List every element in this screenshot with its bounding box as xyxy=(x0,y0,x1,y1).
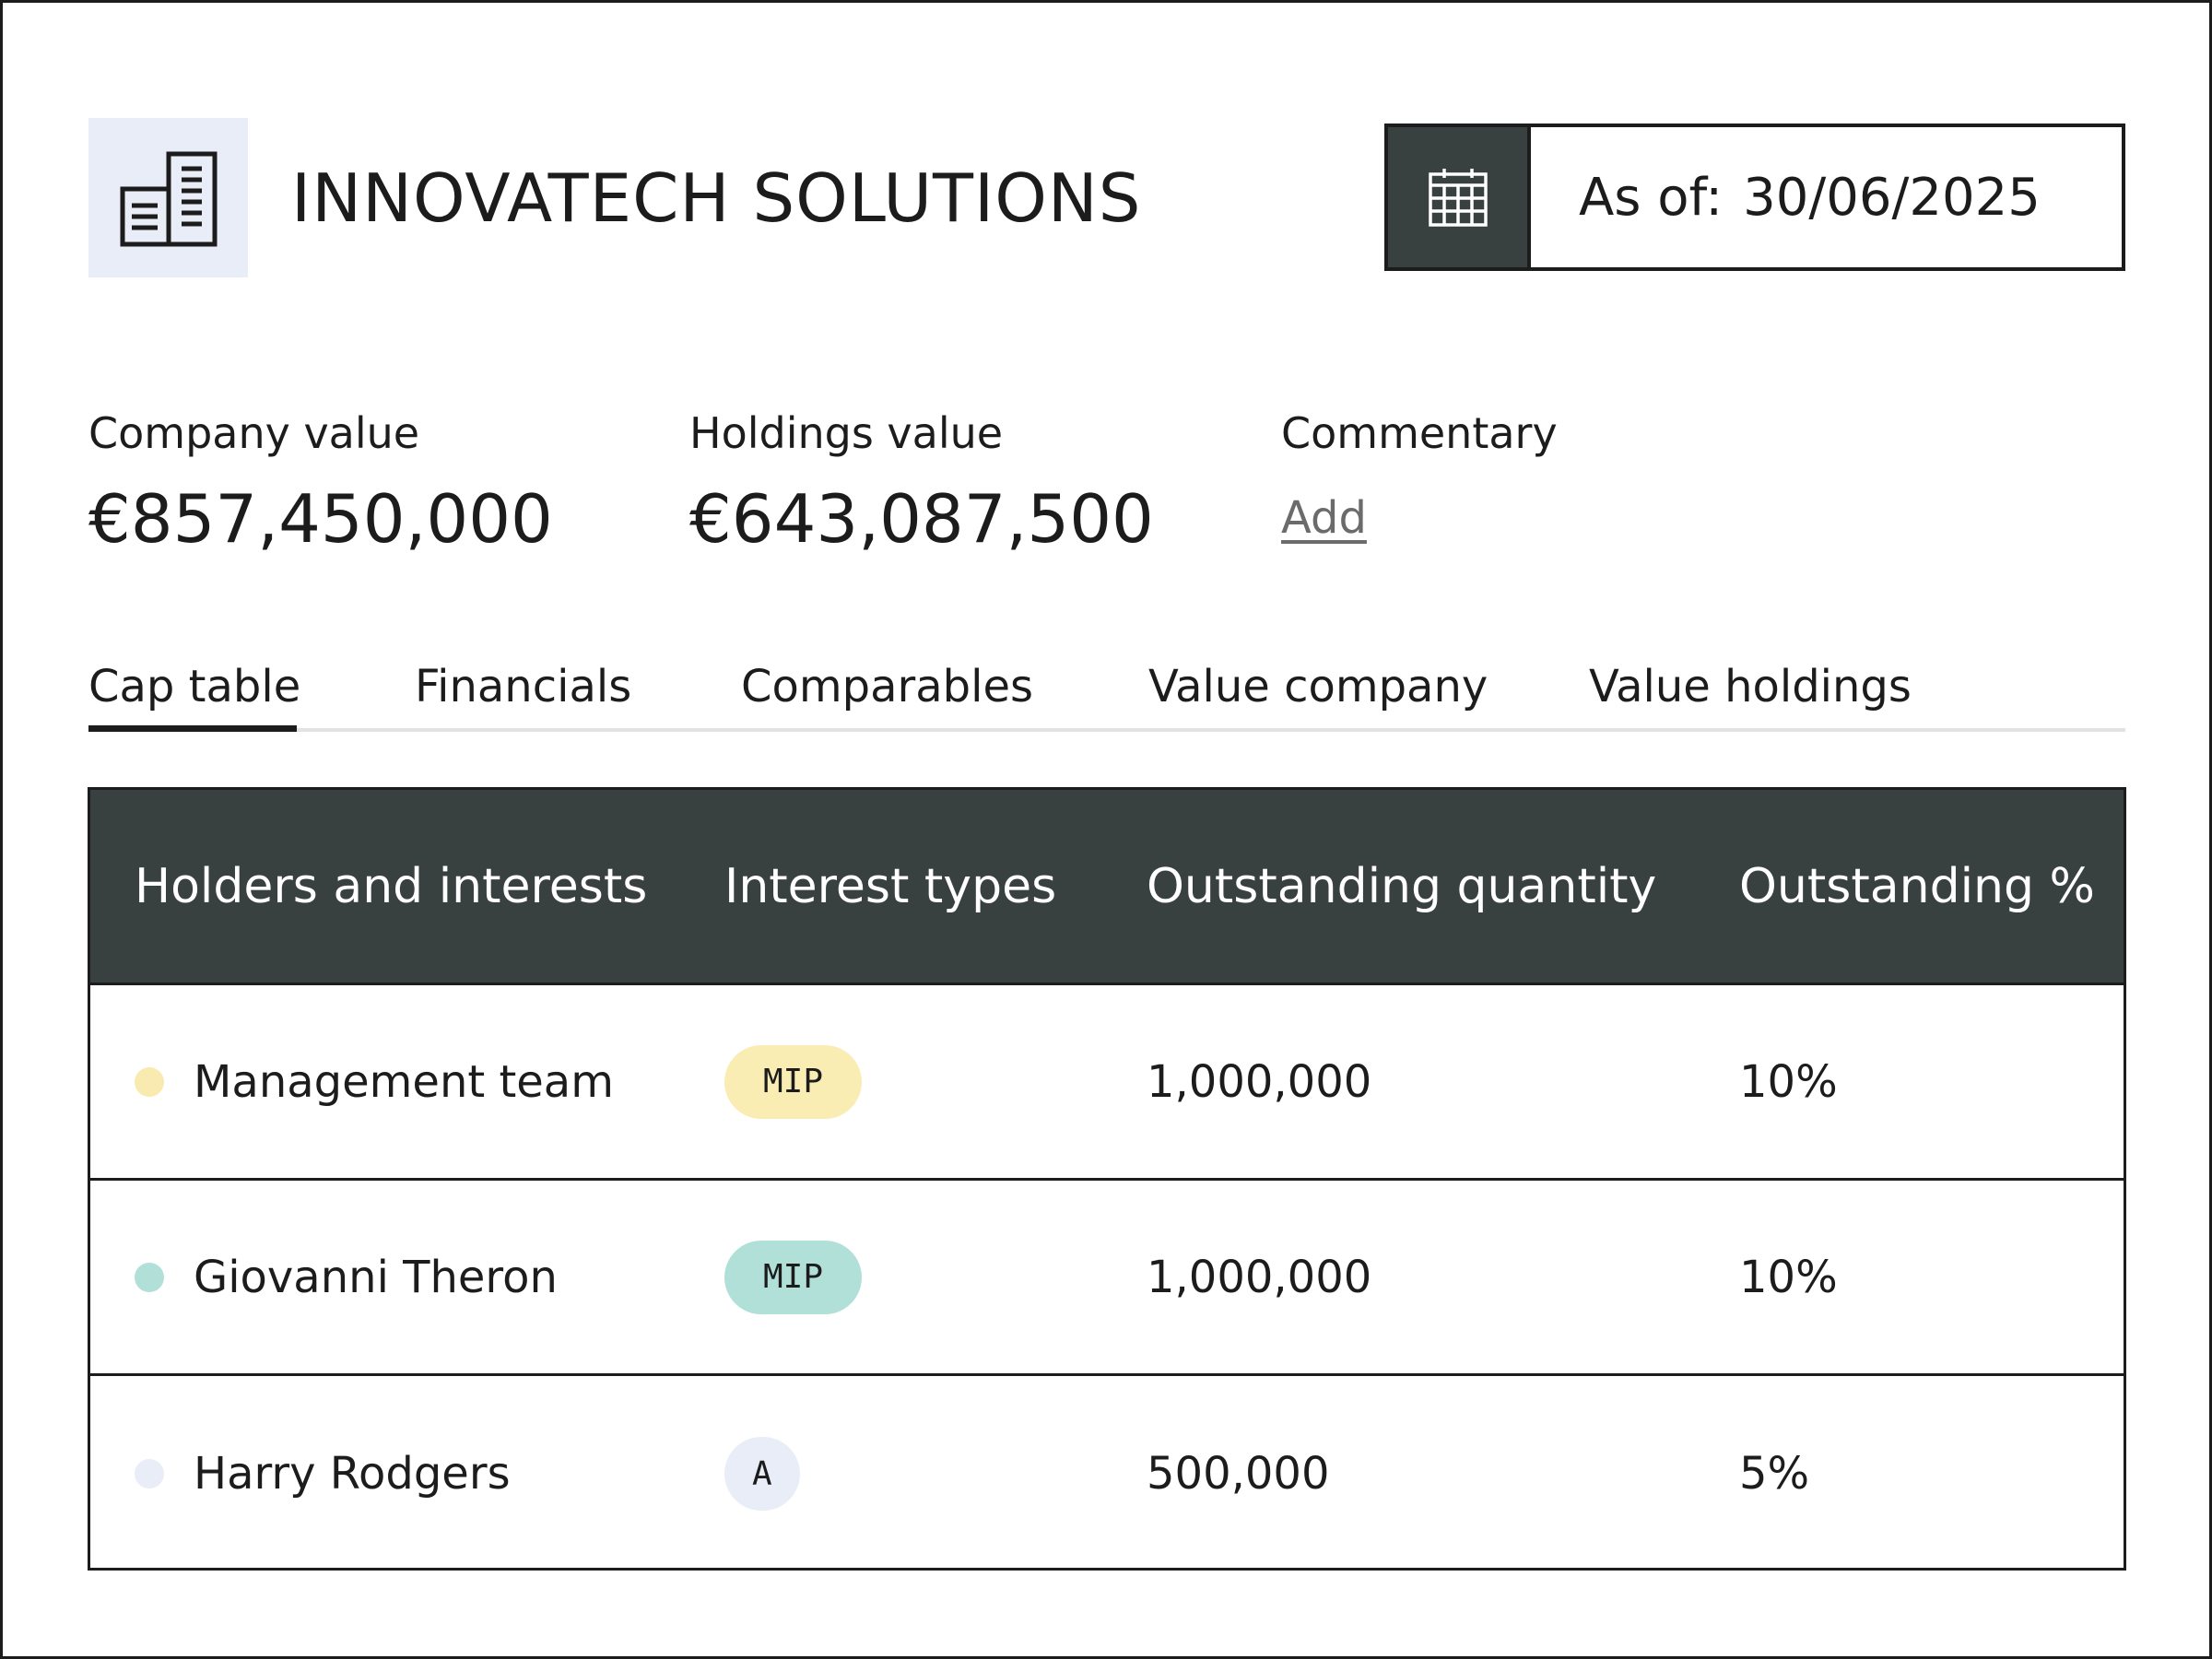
table-header: Holders and interests Interest types Out… xyxy=(90,790,2124,985)
date-display[interactable]: As of: 30/06/2025 xyxy=(1531,127,2122,267)
building-icon xyxy=(120,151,217,246)
add-commentary-link[interactable]: Add xyxy=(1281,492,1367,544)
holdings-value-stat: Holdings value €643,087,500 xyxy=(689,404,1154,570)
commentary-label: Commentary xyxy=(1281,408,1558,458)
tab-financials[interactable]: Financials xyxy=(415,661,632,712)
interest-type-badge: MIP xyxy=(724,1240,863,1314)
calendar-button[interactable] xyxy=(1388,127,1531,267)
holder-color-dot xyxy=(135,1066,164,1097)
company-name: INNOVATECH SOLUTIONS xyxy=(291,159,1142,237)
interest-type-cell: MIP xyxy=(724,1044,1147,1119)
quantity-cell: 1,000,000 xyxy=(1147,1055,1372,1108)
calendar-icon xyxy=(1428,169,1488,227)
holder-name: Harry Rodgers xyxy=(194,1448,511,1500)
holdings-value: €643,087,500 xyxy=(689,480,1154,558)
holder-name: Giovanni Theron xyxy=(194,1251,558,1303)
interest-type-cell: MIP xyxy=(724,1240,1147,1314)
header-outstanding-percent[interactable]: Outstanding % xyxy=(1739,858,2095,914)
tab-comparables[interactable]: Comparables xyxy=(741,661,1034,712)
header-holders[interactable]: Holders and interests xyxy=(135,858,648,914)
company-value-label: Company value xyxy=(88,408,420,458)
header-outstanding-quantity[interactable]: Outstanding quantity xyxy=(1147,858,1657,914)
company-value-stat: Company value €857,450,000 xyxy=(88,404,553,570)
table-row[interactable]: Management team MIP 1,000,000 10% xyxy=(90,985,2124,1181)
holder-color-dot xyxy=(135,1459,164,1488)
as-of-date-picker[interactable]: As of: 30/06/2025 xyxy=(1384,124,2125,271)
percent-cell: 10% xyxy=(1739,1251,1838,1303)
percent-cell: 10% xyxy=(1739,1055,1838,1108)
holder-cell: Giovanni Theron xyxy=(90,1252,724,1303)
date-prefix: As of: xyxy=(1579,167,1724,228)
tab-bar: Cap table Financials Comparables Value c… xyxy=(88,645,2125,732)
interest-type-cell: A xyxy=(724,1437,1147,1511)
company-value: €857,450,000 xyxy=(88,480,553,558)
commentary-stat: Commentary Add xyxy=(1281,404,1558,547)
company-logo xyxy=(88,118,248,277)
table-row[interactable]: Harry Rodgers A 500,000 5% xyxy=(90,1376,2124,1571)
holdings-value-label: Holdings value xyxy=(689,408,1004,458)
tab-value-holdings[interactable]: Value holdings xyxy=(1589,661,1912,712)
holder-name: Management team xyxy=(194,1055,614,1108)
holder-cell: Harry Rodgers xyxy=(90,1448,724,1500)
cap-table: Holders and interests Interest types Out… xyxy=(88,787,2126,1571)
date-value: 30/06/2025 xyxy=(1743,167,2041,228)
table-row[interactable]: Giovanni Theron MIP 1,000,000 10% xyxy=(90,1181,2124,1376)
quantity-cell: 1,000,000 xyxy=(1147,1251,1372,1303)
tab-value-company[interactable]: Value company xyxy=(1148,661,1488,712)
quantity-cell: 500,000 xyxy=(1147,1448,1330,1500)
header-interest-types[interactable]: Interest types xyxy=(724,858,1057,914)
holder-color-dot xyxy=(135,1262,164,1292)
interest-type-badge: MIP xyxy=(724,1044,863,1119)
tab-cap-table[interactable]: Cap table xyxy=(88,645,300,732)
holder-cell: Management team xyxy=(90,1056,724,1108)
interest-type-badge: A xyxy=(724,1437,800,1511)
percent-cell: 5% xyxy=(1739,1448,1810,1500)
